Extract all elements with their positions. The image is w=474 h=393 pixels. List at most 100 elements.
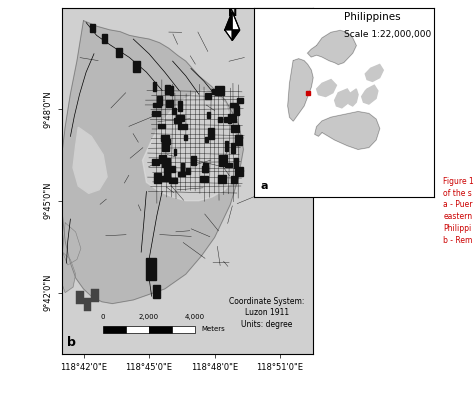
Text: Coordinate System:
Luzon 1911
Units: degree: Coordinate System: Luzon 1911 Units: deg… — [229, 297, 305, 329]
Polygon shape — [225, 30, 232, 40]
Text: 4,000: 4,000 — [185, 314, 205, 320]
Bar — [91, 289, 99, 302]
Polygon shape — [232, 11, 240, 30]
Polygon shape — [60, 252, 76, 292]
Polygon shape — [102, 33, 107, 43]
Polygon shape — [175, 115, 184, 121]
Polygon shape — [200, 176, 208, 182]
Polygon shape — [166, 100, 173, 107]
Text: Scale 1:22,000,000: Scale 1:22,000,000 — [344, 31, 431, 40]
Polygon shape — [170, 86, 173, 95]
Polygon shape — [172, 108, 176, 114]
Text: Meters: Meters — [201, 326, 225, 332]
Polygon shape — [161, 176, 170, 181]
Polygon shape — [225, 141, 228, 151]
Polygon shape — [228, 114, 231, 123]
Polygon shape — [235, 167, 244, 176]
Polygon shape — [186, 168, 190, 174]
Polygon shape — [317, 79, 337, 97]
Polygon shape — [162, 140, 169, 151]
Polygon shape — [126, 325, 149, 333]
Polygon shape — [181, 163, 184, 172]
Polygon shape — [205, 136, 209, 142]
Polygon shape — [153, 285, 160, 298]
Polygon shape — [153, 111, 160, 116]
Polygon shape — [164, 162, 170, 171]
Polygon shape — [191, 156, 196, 165]
Polygon shape — [153, 103, 161, 107]
Polygon shape — [202, 166, 208, 172]
Bar — [76, 291, 83, 303]
Polygon shape — [347, 89, 358, 106]
Polygon shape — [165, 85, 170, 94]
Polygon shape — [73, 127, 107, 193]
Polygon shape — [157, 96, 162, 105]
Polygon shape — [224, 117, 228, 122]
Polygon shape — [236, 135, 242, 145]
Polygon shape — [90, 24, 95, 32]
Polygon shape — [234, 158, 238, 168]
Polygon shape — [169, 166, 174, 172]
Polygon shape — [164, 175, 168, 180]
Polygon shape — [178, 101, 182, 111]
Text: a: a — [261, 181, 268, 191]
Polygon shape — [149, 325, 172, 333]
Polygon shape — [231, 143, 235, 154]
Polygon shape — [146, 258, 155, 280]
Text: 0: 0 — [101, 314, 105, 320]
Polygon shape — [172, 325, 195, 333]
Bar — [83, 298, 91, 311]
Polygon shape — [164, 171, 171, 180]
Polygon shape — [231, 176, 237, 183]
Polygon shape — [365, 64, 383, 81]
Text: b: b — [67, 336, 75, 349]
Polygon shape — [232, 30, 240, 40]
Polygon shape — [153, 82, 156, 91]
Text: Figure 1
of the s
a - Puer
eastern
Philippi
b - Rem: Figure 1 of the s a - Puer eastern Phili… — [443, 177, 474, 245]
Polygon shape — [155, 173, 161, 183]
Polygon shape — [166, 139, 170, 144]
Polygon shape — [169, 178, 177, 183]
Polygon shape — [335, 89, 351, 108]
Polygon shape — [230, 103, 237, 107]
Polygon shape — [159, 155, 165, 163]
Polygon shape — [308, 31, 356, 64]
Polygon shape — [173, 118, 181, 123]
Polygon shape — [219, 175, 226, 183]
Polygon shape — [219, 155, 227, 166]
Polygon shape — [133, 61, 140, 72]
Polygon shape — [178, 124, 187, 129]
Polygon shape — [183, 135, 187, 140]
Polygon shape — [218, 117, 222, 122]
Polygon shape — [207, 112, 210, 118]
Polygon shape — [178, 172, 185, 176]
Polygon shape — [152, 159, 159, 165]
Polygon shape — [231, 125, 239, 132]
Polygon shape — [209, 129, 214, 139]
Polygon shape — [116, 48, 121, 57]
Polygon shape — [225, 11, 232, 30]
Polygon shape — [143, 90, 238, 201]
Polygon shape — [315, 112, 380, 149]
Text: Philippines: Philippines — [344, 12, 400, 22]
Polygon shape — [60, 21, 243, 303]
Polygon shape — [174, 149, 176, 155]
Polygon shape — [237, 99, 243, 103]
Polygon shape — [63, 223, 81, 265]
Polygon shape — [205, 93, 211, 99]
Text: N: N — [228, 7, 237, 18]
Polygon shape — [235, 136, 238, 145]
Polygon shape — [225, 163, 232, 167]
Polygon shape — [362, 85, 378, 104]
Polygon shape — [161, 135, 169, 141]
Text: 2,000: 2,000 — [139, 314, 159, 320]
Polygon shape — [288, 59, 313, 121]
Polygon shape — [103, 325, 126, 333]
Polygon shape — [234, 106, 239, 116]
Polygon shape — [164, 158, 170, 166]
Polygon shape — [203, 163, 208, 172]
Polygon shape — [232, 114, 236, 122]
Polygon shape — [215, 86, 224, 95]
Polygon shape — [158, 124, 165, 128]
Polygon shape — [163, 163, 167, 167]
